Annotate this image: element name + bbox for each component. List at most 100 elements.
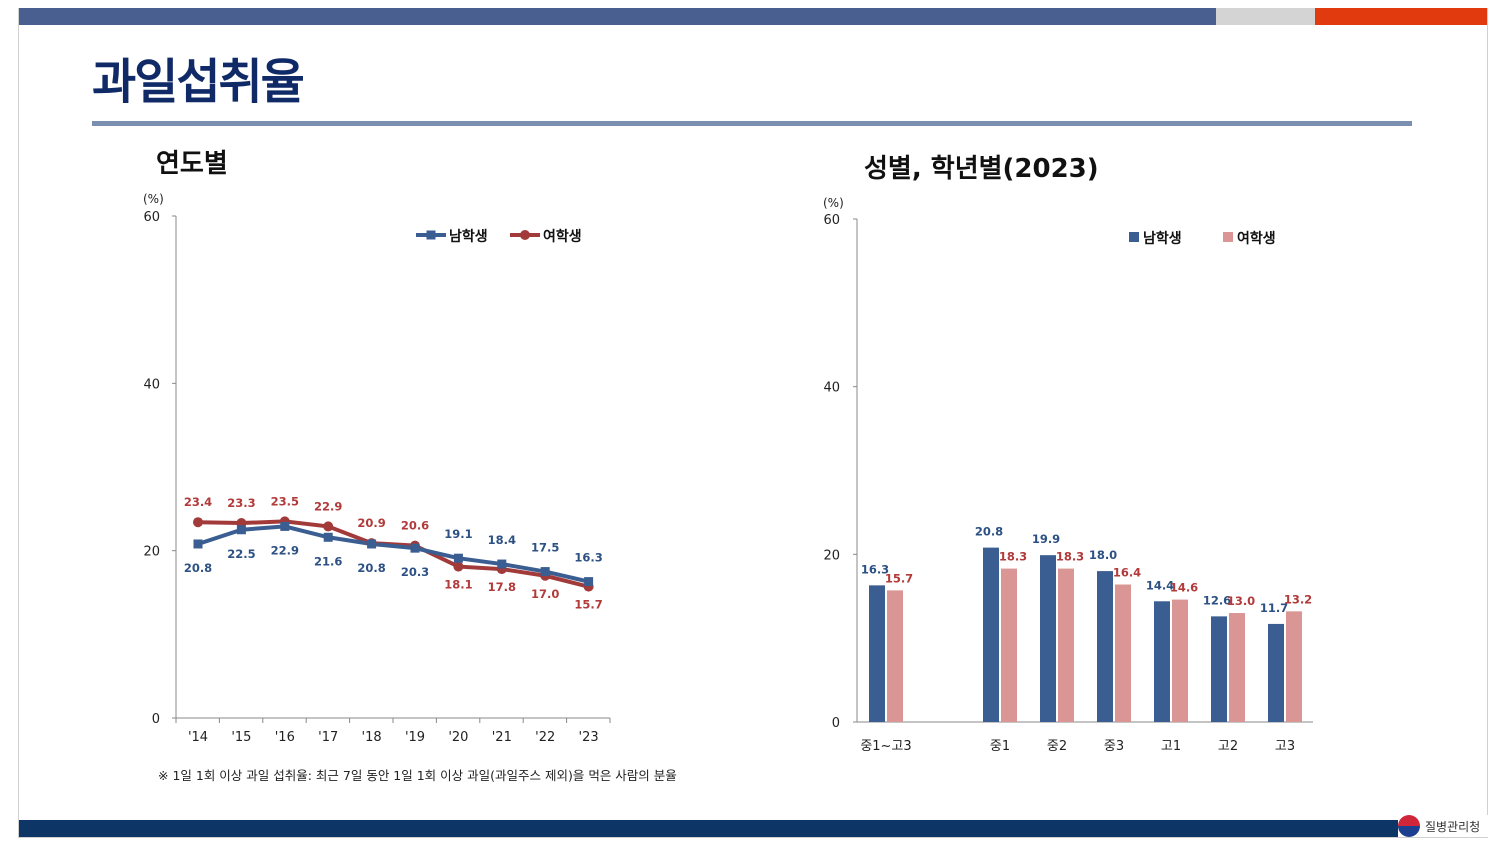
top-accent-bar [19, 8, 1216, 25]
male-bar [1040, 555, 1056, 722]
female-bar-label: 18.3 [1056, 550, 1084, 564]
male-data-label: 20.8 [184, 561, 212, 575]
female-bar-label: 16.4 [1113, 566, 1141, 580]
agency-logo-text: 질병관리청 [1425, 820, 1481, 834]
male-bar-label: 19.9 [1032, 532, 1060, 546]
top-accent-orange [1315, 8, 1487, 25]
x-tick-label: '19 [405, 730, 425, 745]
female-bar-label: 13.2 [1284, 592, 1312, 606]
male-data-label: 18.4 [488, 533, 516, 547]
x-tick-label: '14 [188, 730, 208, 745]
female-bar-label: 15.7 [885, 571, 913, 585]
female-data-point [193, 517, 203, 528]
female-data-label: 23.4 [184, 495, 212, 509]
male-data-point [584, 577, 594, 587]
female-bar [1229, 613, 1245, 722]
female-bar [1286, 611, 1302, 722]
top-accent-grey [1216, 8, 1315, 25]
male-data-point [193, 539, 203, 549]
legend-female-label: 여학생 [1237, 230, 1276, 247]
female-bar [1115, 584, 1131, 722]
male-data-label: 19.1 [444, 527, 472, 541]
female-bar [1001, 568, 1017, 722]
y-axis-unit: (%) [823, 196, 844, 210]
male-data-label: 16.3 [574, 551, 602, 565]
x-tick-label: '17 [318, 730, 338, 745]
male-data-label: 17.5 [531, 541, 559, 555]
male-bar-label: 16.3 [861, 562, 889, 576]
female-data-point [323, 521, 334, 532]
agency-logo: 질병관리청 [1398, 815, 1488, 837]
male-data-point [367, 539, 377, 549]
line-chart: (%) 0 20 40 60 '14 '15 '16 '17 '18 '19 '20 '21 '22 '23… [143, 192, 611, 745]
male-bar [1097, 571, 1113, 722]
y-tick-label: 0 [832, 716, 840, 731]
x-tick-label: '21 [492, 730, 512, 745]
y-tick-label: 60 [143, 210, 160, 225]
x-tick-label: 중1~고3 [860, 739, 911, 754]
legend-female-marker [520, 230, 530, 240]
x-tick-label: 중1 [990, 739, 1010, 754]
male-bar [869, 585, 885, 722]
female-bar-label: 14.6 [1170, 581, 1198, 595]
male-bar-label: 14.4 [1146, 578, 1174, 592]
x-tick-label: 중2 [1047, 739, 1067, 754]
bottom-bar [19, 820, 1404, 837]
male-data-label: 21.6 [314, 554, 342, 568]
female-bar [887, 590, 903, 722]
female-data-label: 20.9 [357, 516, 385, 530]
male-data-point [410, 543, 420, 553]
male-data-point [236, 525, 246, 535]
x-tick-label: '18 [362, 730, 382, 745]
female-data-label: 23.5 [271, 494, 299, 508]
male-data-point [280, 521, 290, 531]
female-data-label: 18.1 [444, 578, 472, 592]
male-bar-label: 18.0 [1089, 548, 1117, 562]
legend-male-marker [1129, 232, 1139, 242]
y-tick-label: 60 [823, 213, 840, 228]
y-tick-label: 40 [823, 381, 840, 396]
legend-male-label: 남학생 [1143, 230, 1182, 247]
legend-female-label: 여학생 [543, 228, 582, 245]
legend-male-marker [426, 230, 436, 240]
female-data-label: 23.3 [227, 496, 255, 510]
male-data-point [540, 567, 550, 577]
female-bar [1172, 599, 1188, 722]
male-bar-label: 20.8 [975, 525, 1003, 539]
female-data-label: 15.7 [574, 598, 602, 612]
male-bar [1268, 623, 1284, 722]
male-data-label: 20.3 [401, 565, 429, 579]
female-data-label: 17.0 [531, 587, 559, 601]
male-bar-label: 11.7 [1260, 601, 1288, 615]
female-data-label: 22.9 [314, 499, 342, 513]
right-chart-subtitle: 성별, 학년별(2023) [864, 154, 1099, 184]
male-series-line [197, 524, 590, 584]
female-data-label: 17.8 [488, 580, 516, 594]
male-data-label: 20.8 [357, 561, 385, 575]
x-tick-label: '15 [231, 730, 251, 745]
male-data-point [323, 532, 333, 542]
footnote: ※ 1일 1회 이상 과일 섭취율: 최근 7일 동안 1일 1회 이상 과일(… [158, 768, 677, 783]
y-tick-label: 0 [152, 712, 160, 727]
male-data-label: 22.9 [271, 543, 299, 557]
male-bar [983, 547, 999, 722]
x-tick-label: 중3 [1104, 739, 1124, 754]
page-title: 과일섭취율 [92, 54, 305, 110]
female-bar [1058, 568, 1074, 722]
male-data-point [453, 553, 463, 563]
y-tick-label: 40 [143, 377, 160, 392]
male-bar-label: 12.6 [1203, 593, 1231, 607]
title-divider [92, 121, 1412, 126]
male-data-label: 22.5 [227, 547, 255, 561]
x-tick-label: '20 [448, 730, 468, 745]
legend-male-label: 남학생 [449, 228, 488, 245]
y-tick-label: 20 [143, 545, 160, 560]
male-data-point [497, 559, 507, 569]
bar-chart: (%) 0 20 40 60 16.315.7 중1~고3 20.8 18.3 중1 19.9 18.… [823, 196, 1313, 754]
legend-female-marker [1223, 232, 1233, 242]
female-data-point [453, 561, 464, 572]
male-bar [1211, 616, 1227, 722]
left-chart-subtitle: 연도별 [156, 149, 228, 179]
male-bar [1154, 601, 1170, 722]
x-tick-label: '22 [535, 730, 555, 745]
